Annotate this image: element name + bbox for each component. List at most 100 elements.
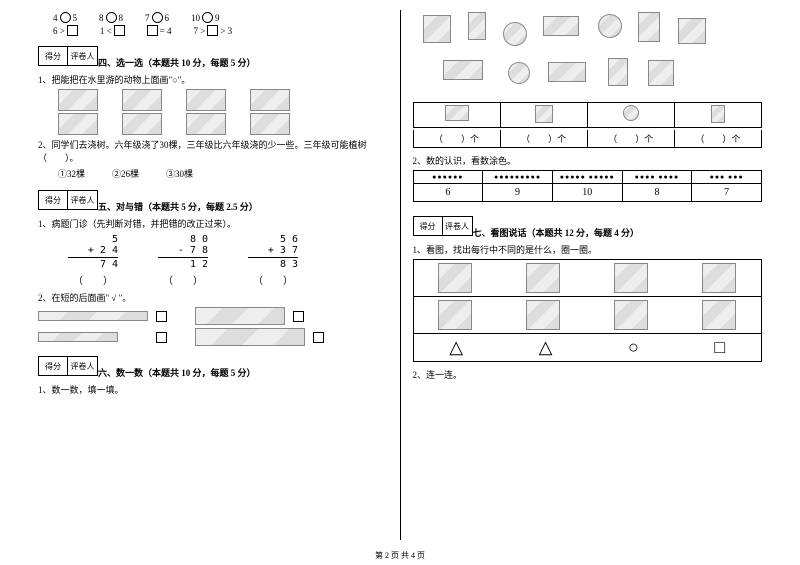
crocodile-icon xyxy=(195,328,305,346)
compare-row-2: 6 > 1 < = 4 7 >> 3 xyxy=(53,25,388,36)
cylinder-icon xyxy=(711,105,725,123)
animal-row xyxy=(414,260,762,296)
s5-q2: 2、在短的后面画" √ "。 xyxy=(38,291,388,304)
cmp-item: 1 < xyxy=(100,25,125,36)
cmp-item: 7 >> 3 xyxy=(193,25,232,36)
num-cell: 10 xyxy=(552,184,622,201)
count-blank: （ ）个 xyxy=(587,130,674,147)
arith-problem: 8 0- 7 81 2（ ） xyxy=(158,234,208,287)
dot-cell: ●●●●● ●●●●● xyxy=(552,171,622,183)
section-7-title: 七、看图说话（本题共 12 分，每题 4 分） xyxy=(473,226,763,239)
cmp-item: 109 xyxy=(191,12,220,23)
s4-q2-options: ①32棵 ②26棵 ③30棵 xyxy=(58,167,388,180)
grader-label: 评卷人 xyxy=(68,356,98,376)
right-column: （ ）个 （ ）个 （ ）个 （ ）个 2、数的认识，看数涂色。 ●●●●●● … xyxy=(405,10,771,540)
sphere-icon xyxy=(503,22,527,46)
animal-icon xyxy=(438,263,472,293)
num-cell: 7 xyxy=(691,184,761,201)
animal-icon xyxy=(58,113,98,135)
count-blank: （ ）个 xyxy=(414,130,500,147)
dot-cell: ●●●● ●●●● xyxy=(622,171,692,183)
arithmetic-block: 5+ 2 47 4（ ） 8 0- 7 81 2（ ） 5 6+ 3 78 3（… xyxy=(68,234,388,287)
dot-strip: ●●●●●● ●●●●●●●●● ●●●●● ●●●●● ●●●● ●●●● ●… xyxy=(413,170,763,184)
column-divider xyxy=(400,10,401,540)
cylinder-icon xyxy=(638,12,660,42)
cuboid-icon xyxy=(548,62,586,82)
length-compare-row xyxy=(38,307,388,325)
square-icon: □ xyxy=(714,337,725,358)
shape-cell xyxy=(674,103,761,127)
arith-problem: 5 6+ 3 78 3（ ） xyxy=(248,234,298,287)
cylinder-icon xyxy=(468,12,486,40)
person-icon xyxy=(526,300,560,330)
pencil-icon xyxy=(38,311,148,321)
panda-icon xyxy=(614,300,648,330)
shape-cell xyxy=(587,103,674,127)
score-label: 得分 xyxy=(38,190,68,210)
cuboid-icon xyxy=(443,60,483,80)
animal-icon xyxy=(250,113,290,135)
section-4-title: 四、选一选（本题共 10 分，每题 5 分） xyxy=(98,56,388,69)
cmp-item: 45 xyxy=(53,12,77,23)
solids-scatter xyxy=(413,10,763,100)
dot-cell: ●●●●●● xyxy=(414,171,483,183)
cube-icon xyxy=(423,15,451,43)
s4-q1: 1、把能把在水里游的动物上面画"○"。 xyxy=(38,73,388,86)
person-icon xyxy=(702,300,736,330)
shape-cell xyxy=(500,103,587,127)
length-compare-row xyxy=(38,328,388,346)
animal-row-2 xyxy=(58,113,388,135)
s7-q2: 2、连一连。 xyxy=(413,368,763,381)
dot-cell: ●●●●●●●●● xyxy=(482,171,552,183)
animal-icon xyxy=(122,113,162,135)
left-column: 45 88 76 109 6 > 1 < = 4 7 >> 3 得分 评卷人 四… xyxy=(30,10,396,540)
snake-icon xyxy=(195,307,285,325)
checkbox-blank xyxy=(156,332,167,343)
circle-blank xyxy=(106,12,117,23)
grader-label: 评卷人 xyxy=(68,190,98,210)
animal-icon xyxy=(526,263,560,293)
animal-row-1 xyxy=(58,89,388,111)
cmp-item: 76 xyxy=(145,12,169,23)
grader-label: 评卷人 xyxy=(68,46,98,66)
square-blank xyxy=(114,25,125,36)
odd-one-out-box: △ △ ○ □ xyxy=(413,259,763,362)
s5-q1: 1、病题门诊（先判断对错，并把错的改正过来）。 xyxy=(38,217,388,230)
animal-icon xyxy=(702,263,736,293)
sphere-icon xyxy=(623,105,639,121)
animal-icon xyxy=(122,89,162,111)
person-icon xyxy=(438,300,472,330)
sphere-icon xyxy=(598,14,622,38)
circle-blank xyxy=(202,12,213,23)
s6-q2: 2、数的认识，看数涂色。 xyxy=(413,154,763,167)
animal-icon xyxy=(250,89,290,111)
cuboid-icon xyxy=(543,16,579,36)
sphere-icon xyxy=(508,62,530,84)
s7-q1: 1、看图，找出每行中不同的是什么，圈一圈。 xyxy=(413,243,763,256)
cmp-item: = 4 xyxy=(147,25,172,36)
score-label: 得分 xyxy=(413,216,443,236)
score-label: 得分 xyxy=(38,46,68,66)
shape-row: △ △ ○ □ xyxy=(414,333,762,361)
cube-icon xyxy=(648,60,674,86)
grader-label: 评卷人 xyxy=(443,216,473,236)
cylinder-icon xyxy=(608,58,628,86)
circle-blank xyxy=(60,12,71,23)
num-cell: 9 xyxy=(482,184,552,201)
number-strip: 6 9 10 8 7 xyxy=(413,184,763,202)
s4-q2: 2、同学们去浇树。六年级浇了30棵，三年级比六年级浇的少一些。三年级可能植树（ … xyxy=(38,138,388,164)
circle-blank xyxy=(152,12,163,23)
num-cell: 8 xyxy=(622,184,692,201)
triangle-icon: △ xyxy=(449,337,463,358)
cube-icon xyxy=(535,105,553,123)
section-5-title: 五、对与错（本题共 5 分，每题 2.5 分） xyxy=(98,200,388,213)
checkbox-blank xyxy=(313,332,324,343)
square-blank xyxy=(207,25,218,36)
pencil-icon xyxy=(38,332,118,342)
num-cell: 6 xyxy=(414,184,483,201)
count-blank: （ ）个 xyxy=(500,130,587,147)
square-blank xyxy=(147,25,158,36)
cmp-item: 6 > xyxy=(53,25,78,36)
shape-cell xyxy=(414,103,500,127)
checkbox-blank xyxy=(156,311,167,322)
